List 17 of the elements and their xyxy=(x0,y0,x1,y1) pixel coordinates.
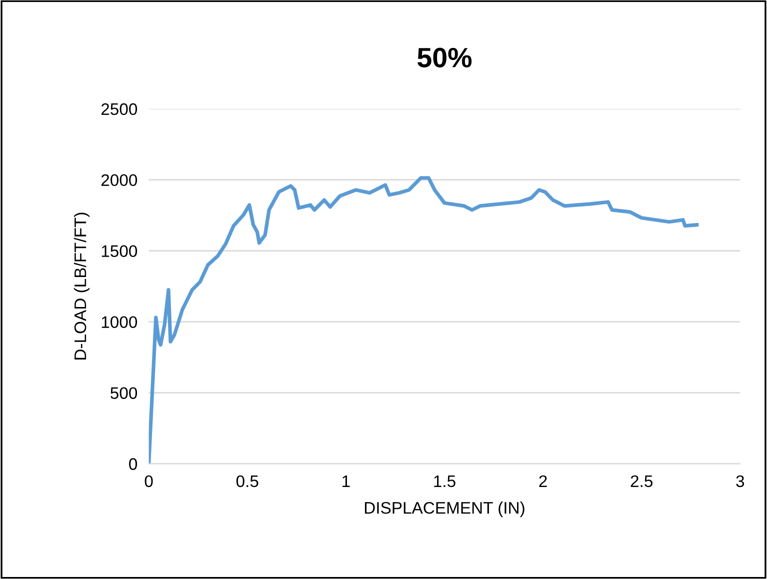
y-axis-title: D-LOAD (LB/FT/FT) xyxy=(74,212,90,360)
y-tick-label: 500 xyxy=(110,387,138,399)
x-tick-label: 2 xyxy=(539,475,547,487)
x-axis-title: DISPLACEMENT (IN) xyxy=(364,502,524,518)
x-tick-label: 1.5 xyxy=(434,476,456,488)
y-tick-label: 0 xyxy=(129,458,138,470)
y-tick-label: 2000 xyxy=(101,174,138,186)
x-tick-label: 3 xyxy=(736,475,744,488)
line-series xyxy=(148,176,699,464)
x-tick-label: 0.5 xyxy=(236,475,258,488)
x-tick-label: 1 xyxy=(342,476,350,487)
y-tick-label: 1500 xyxy=(102,245,138,258)
y-tick-label: 2500 xyxy=(101,103,138,116)
x-tick-label: 2.5 xyxy=(630,475,652,488)
x-tick-label: 0 xyxy=(144,475,153,488)
y-tick-label: 1000 xyxy=(102,316,138,328)
chart-title: 50% xyxy=(418,48,472,68)
